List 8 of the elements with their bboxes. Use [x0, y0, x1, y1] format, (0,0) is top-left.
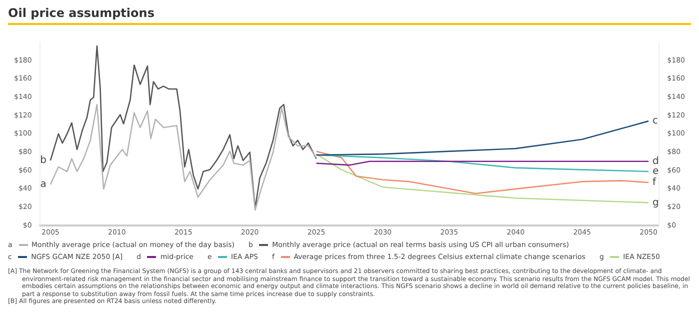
chart-title: Oil price assumptions	[8, 6, 691, 25]
annotation: b	[40, 155, 46, 166]
annotation: d	[652, 156, 659, 168]
annotation: g	[652, 197, 659, 208]
annotation: e	[652, 166, 659, 178]
annotation: c	[652, 116, 658, 127]
annotation: f	[652, 177, 657, 188]
annotation: a	[40, 178, 46, 190]
